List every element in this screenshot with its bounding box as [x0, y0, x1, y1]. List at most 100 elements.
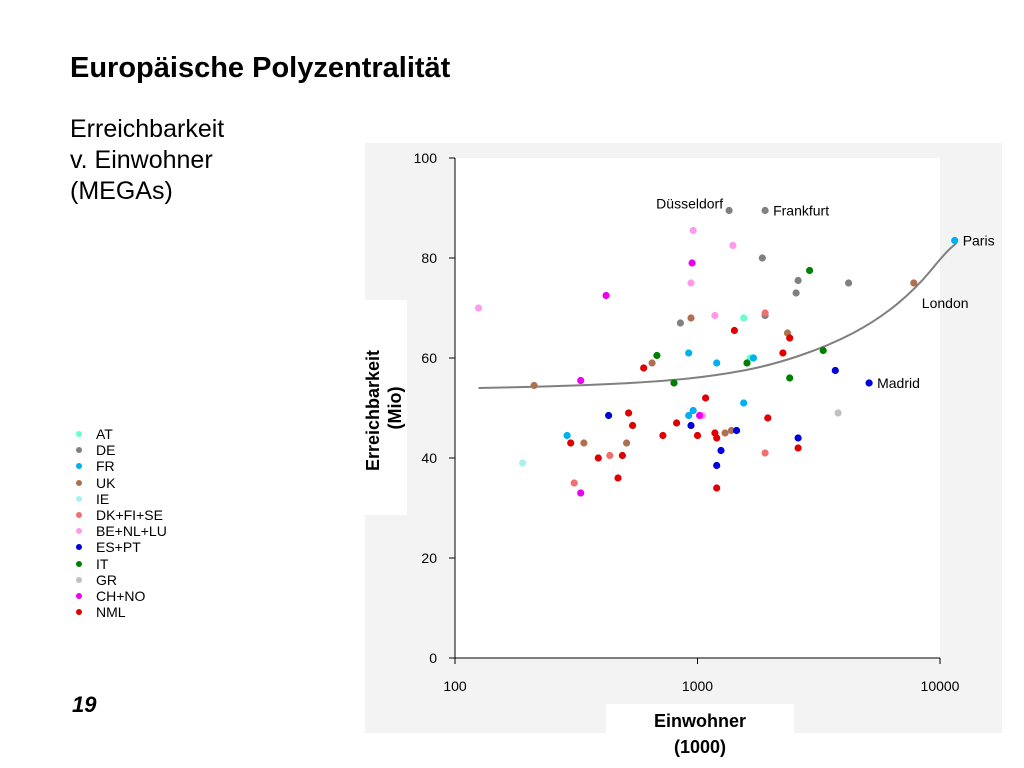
point-de: [792, 289, 800, 297]
point-ch-no: [577, 489, 585, 497]
point-it: [653, 351, 661, 360]
point-uk: [727, 426, 736, 435]
legend-label: GR: [96, 571, 117, 588]
legend-item-it: IT: [72, 556, 167, 572]
legend-item-de: DE: [72, 442, 167, 458]
point-es-pt: [794, 434, 802, 442]
annotation-frankfurt: Frankfurt: [773, 203, 829, 219]
point-fr: [951, 236, 959, 245]
point-fr: [563, 431, 571, 440]
point-nml: [730, 326, 739, 335]
point-de: [761, 206, 769, 215]
y-axis-title-line-1: Erreichbarkeit: [363, 350, 383, 471]
annotation-london: London: [922, 295, 969, 311]
point-be-nl-lu: [689, 226, 697, 235]
y-tick-label: 100: [414, 150, 438, 166]
legend-label: DK+FI+SE: [96, 506, 163, 523]
legend-marker: [76, 463, 82, 470]
legend-marker: [76, 528, 82, 535]
y-axis-title-line-2: (Mio): [385, 387, 405, 430]
point-es-pt: [865, 379, 873, 387]
subtitle-line-2: v. Einwohner: [70, 146, 213, 174]
point-ch-no: [688, 259, 696, 267]
point-be-nl-lu: [729, 241, 737, 250]
point-nml: [640, 364, 648, 372]
subtitle-line-1: Erreichbarkeit: [70, 115, 225, 143]
point-nml: [702, 394, 710, 402]
point-nml: [594, 454, 602, 462]
point-dk-fi-se: [761, 309, 769, 317]
legend-label: IT: [96, 555, 109, 572]
point-de: [676, 319, 685, 327]
point-it: [819, 346, 827, 355]
point-fr: [713, 359, 721, 367]
point-de: [794, 276, 802, 285]
page-number: 19: [72, 692, 97, 717]
point-nml: [786, 334, 794, 342]
legend-label: CH+NO: [96, 587, 146, 604]
point-uk: [648, 359, 656, 367]
legend-item-nml: NML: [72, 604, 167, 620]
point-nml: [618, 451, 627, 460]
point-annotations: Düsseldorf Frankfurt Paris London Madrid: [656, 196, 994, 392]
x-tick-label: 1000: [682, 678, 713, 694]
annotation-paris: Paris: [963, 233, 995, 249]
legend-item-ie: IE: [72, 491, 167, 507]
point-fr: [740, 399, 748, 407]
point-nml: [629, 421, 637, 430]
slide-title: Europäische Polyzentralität: [70, 52, 451, 84]
point-nml: [713, 434, 721, 442]
point-uk: [721, 429, 729, 437]
point-nml: [713, 484, 721, 492]
legend-marker: [76, 576, 82, 583]
point-nml: [673, 419, 681, 427]
point-ch-no: [602, 291, 610, 300]
x-axis-title-line-2: (1000): [674, 737, 726, 757]
point-nml: [659, 431, 667, 440]
legend-label: NML: [96, 604, 126, 621]
point-be-nl-lu: [711, 311, 719, 320]
x-axis-title-line-1: Einwohner: [654, 711, 746, 731]
point-be-nl-lu: [474, 304, 483, 312]
point-es-pt: [717, 446, 725, 455]
legend-marker: [76, 592, 82, 599]
legend-marker: [76, 544, 82, 551]
point-dk-fi-se: [606, 451, 614, 460]
legend-item-es-pt: ES+PT: [72, 539, 167, 555]
x-axis-title-box: [606, 704, 794, 766]
legend-marker: [76, 512, 82, 519]
legend-marker: [76, 431, 82, 438]
point-nml: [567, 439, 575, 447]
point-it: [670, 379, 678, 387]
point-es-pt: [831, 366, 839, 375]
legend-label: BE+NL+LU: [96, 523, 167, 540]
subtitle-line-3: (MEGAs): [70, 177, 173, 205]
y-tick-label: 0: [429, 650, 437, 666]
legend-item-uk: UK: [72, 475, 167, 491]
point-de: [758, 254, 766, 262]
legend-item-be-nl-lu: BE+NL+LU: [72, 523, 167, 539]
point-it: [786, 374, 794, 382]
point-nml: [693, 431, 702, 440]
point-de: [845, 279, 853, 287]
legend-marker: [76, 479, 82, 486]
y-axis-title-box: [352, 300, 407, 515]
point-ch-no: [696, 411, 704, 420]
legend-label: ES+PT: [96, 539, 141, 556]
legend-label: AT: [96, 426, 113, 442]
point-uk: [530, 381, 538, 390]
legend-marker: [76, 560, 82, 567]
y-tick-label: 80: [421, 250, 437, 266]
point-nml: [625, 409, 633, 417]
point-uk: [687, 314, 695, 322]
point-it: [806, 266, 814, 275]
legend-item-gr: GR: [72, 572, 167, 588]
point-uk: [623, 439, 631, 447]
x-tick-label: 10000: [921, 678, 960, 694]
point-es-pt: [687, 421, 695, 430]
point-at: [740, 314, 748, 322]
point-fr: [685, 349, 693, 357]
point-ch-no: [577, 376, 585, 385]
plot-area: [455, 158, 940, 658]
